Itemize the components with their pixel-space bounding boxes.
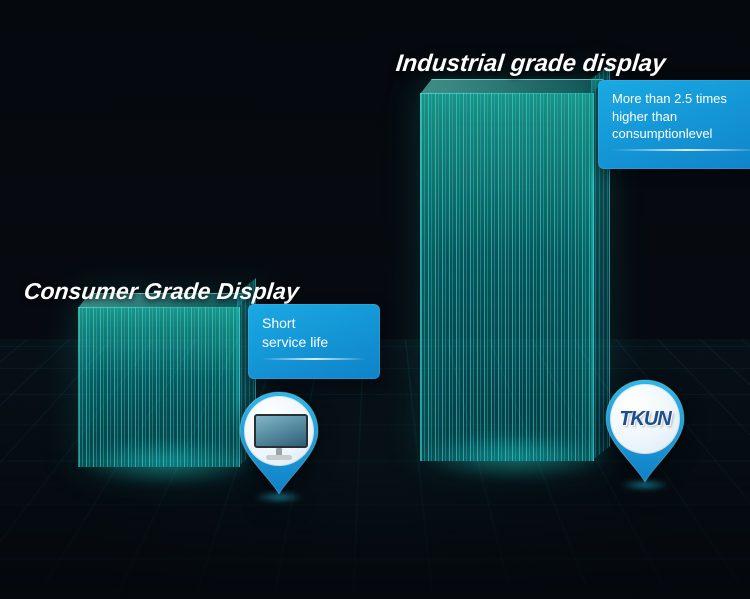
- callout-industrial-line3: consumptionlevel: [612, 126, 712, 141]
- brand-logo-text: TKUN: [619, 408, 671, 431]
- title-industrial: Industrial grade display: [395, 50, 667, 78]
- bar-industrial: [420, 93, 592, 461]
- monitor-icon: [254, 414, 304, 448]
- title-consumer: Consumer Grade Display: [23, 278, 301, 305]
- bar-consumer: [78, 307, 238, 467]
- callout-industrial-line1: More than 2.5 times: [612, 91, 727, 106]
- comparison-infographic: Consumer Grade Display Industrial grade …: [0, 0, 750, 599]
- pin-industrial: TKUN: [602, 376, 688, 486]
- pin-consumer: [236, 388, 322, 498]
- callout-industrial-line2: higher than: [612, 109, 677, 124]
- callout-consumer-line1: Short: [262, 315, 295, 331]
- callout-consumer-line2: service life: [262, 334, 328, 350]
- callout-industrial: More than 2.5 times higher than consumpt…: [598, 80, 750, 169]
- callout-consumer: Short service life: [248, 304, 380, 379]
